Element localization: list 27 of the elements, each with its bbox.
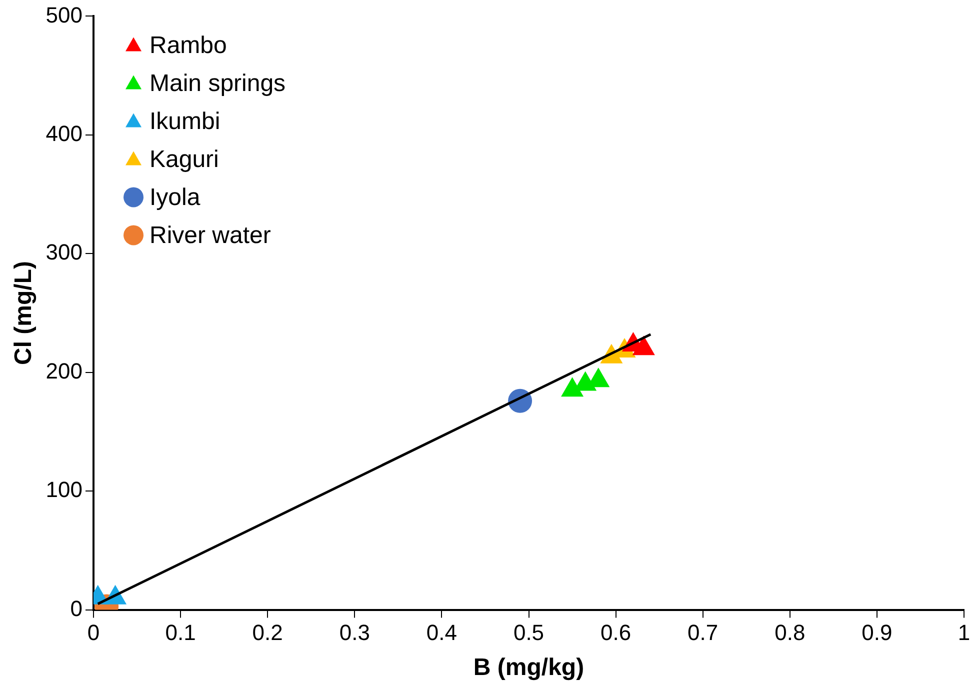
x-tick-label: 0.5	[513, 620, 544, 646]
y-tick-label: 0	[70, 596, 83, 621]
legend-label: Ikumbi	[150, 108, 220, 135]
y-tick-label: 300	[46, 240, 83, 265]
legend-label: Rambo	[150, 32, 227, 59]
y-axis-title: Cl (mg/L)	[10, 261, 38, 365]
y-tick-label: 400	[46, 120, 83, 146]
legend-label: Kaguri	[150, 146, 219, 173]
x-tick-label: 0.8	[774, 620, 806, 646]
x-tick-label: 0.4	[426, 620, 457, 646]
x-tick-label: 0.9	[862, 620, 892, 646]
x-tick-label: 0.2	[252, 620, 283, 646]
x-tick-label: 0.1	[165, 620, 196, 646]
y-tick-label: 100	[46, 477, 83, 502]
y-tick-label: 500	[46, 2, 83, 28]
x-axis-title: B (mg/kg)	[473, 654, 584, 682]
x-tick-label: 0.6	[600, 620, 632, 646]
y-tick-label: 200	[46, 358, 83, 384]
point	[632, 336, 655, 356]
legend-label: River water	[150, 222, 271, 249]
x-tick-label: 0.3	[339, 620, 370, 646]
point	[561, 377, 584, 397]
legend-label: Main springs	[150, 70, 286, 97]
legend-label: Iyola	[150, 184, 201, 211]
x-tick-label: 0.7	[688, 620, 718, 646]
x-tick-label: 1	[958, 620, 970, 646]
x-tick-label: 0	[87, 620, 100, 646]
